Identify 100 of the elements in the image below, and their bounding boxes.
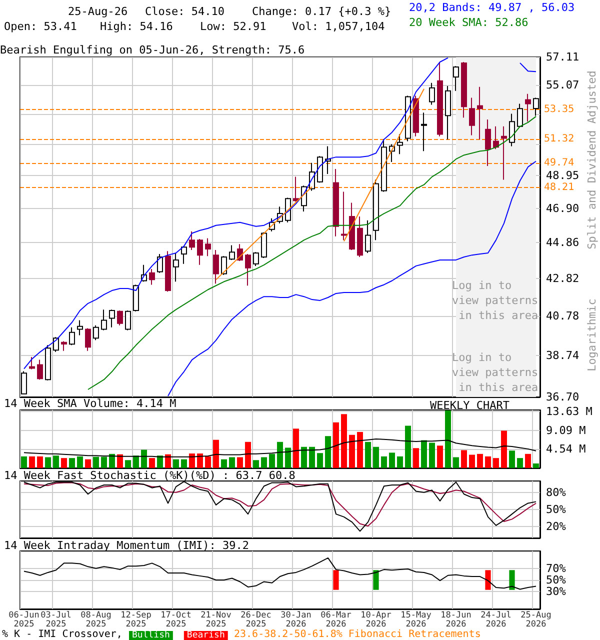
- candlestick: [453, 66, 459, 92]
- bar: [341, 414, 347, 468]
- candlestick: [149, 268, 155, 286]
- candlestick: [469, 97, 475, 136]
- text: Vol: 1,057,104: [292, 20, 386, 33]
- bar: [133, 456, 139, 468]
- bar: [365, 442, 371, 468]
- candlestick: [261, 232, 267, 259]
- candlestick: [293, 176, 299, 202]
- bar: [117, 454, 123, 468]
- candlestick: [349, 202, 355, 251]
- x-tick-label: 26-Dec 2025: [240, 610, 272, 630]
- y-tick-label: 55.07: [546, 78, 580, 92]
- bar: [325, 436, 331, 468]
- x-tick-label: 10-Apr 2026: [360, 610, 392, 630]
- bar: [61, 458, 67, 468]
- text: High: 54.16: [100, 20, 173, 33]
- text: Bullish: [132, 630, 170, 640]
- y-tick-label: 57.11: [546, 50, 580, 64]
- bar: [429, 442, 435, 468]
- bar: [149, 458, 155, 468]
- bar: [517, 458, 523, 468]
- text: Open: 53.41: [4, 20, 77, 33]
- bar: [69, 458, 75, 468]
- candlestick: [445, 85, 451, 140]
- candlestick: [437, 62, 443, 137]
- bar: [421, 440, 427, 468]
- bar: [109, 454, 115, 468]
- candlestick: [493, 126, 499, 150]
- bar: [277, 442, 283, 468]
- y-tick-label: 46.90: [546, 202, 580, 215]
- chart-title: 14 Week SMA Volume: 4.14 M: [4, 397, 177, 410]
- candlestick: [341, 191, 347, 241]
- bar: [301, 446, 307, 468]
- bar: [101, 456, 107, 468]
- candlestick: [317, 156, 323, 184]
- bar: [445, 410, 451, 468]
- bar: [221, 459, 227, 468]
- text: % K - IMI Crossover,: [2, 629, 122, 640]
- x-tick-label: 18-Jun 2026: [440, 610, 472, 630]
- x-tick-label: 17-Oct 2025: [160, 610, 192, 630]
- bar: [349, 434, 355, 468]
- text: 20 Week SMA: 52.86: [409, 16, 528, 29]
- candlestick: [213, 250, 219, 284]
- bar: [285, 448, 291, 468]
- text: Logarithmic: [586, 298, 598, 372]
- candlestick: [381, 138, 387, 192]
- ref-line-label: 48.21: [544, 182, 574, 193]
- candlestick: [413, 95, 419, 137]
- bar: [181, 459, 187, 468]
- y-tick-label: 13.63 M: [546, 405, 593, 418]
- candlestick: [373, 179, 379, 241]
- candlestick: [229, 244, 235, 260]
- bar: [501, 430, 507, 468]
- bar: [413, 448, 419, 468]
- annotation: WEEKLY CHART: [430, 399, 510, 412]
- x-tick-label: 15-May 2026: [400, 610, 432, 630]
- x-tick-label: 08-Aug 2025: [80, 610, 112, 630]
- candlestick: [509, 113, 515, 147]
- candlestick: [173, 252, 179, 282]
- bar: [37, 456, 43, 468]
- x-tick-label: 21-Nov 2025: [200, 610, 232, 630]
- candlestick: [477, 86, 483, 140]
- text: 20,2 Bands: 49.87 , 56.03: [409, 1, 575, 14]
- candlestick: [517, 103, 523, 128]
- candlestick: [501, 126, 507, 180]
- line-series: [88, 116, 536, 390]
- candlestick: [461, 62, 467, 118]
- candlestick: [29, 356, 35, 370]
- y-tick-label: 4.54 M: [546, 442, 586, 456]
- bar: [229, 457, 235, 468]
- bar: [245, 442, 251, 468]
- candlestick: [109, 309, 115, 328]
- chart-title: 14 Week Intraday Momentum (IMI): 39.2: [4, 539, 250, 552]
- annotation: Log in to view patterns in this area: [452, 351, 538, 394]
- candlestick: [117, 310, 123, 326]
- chart-title: 14 Week Fast Stochastic (%K)(%D) : 63.7 60.8: [4, 469, 296, 482]
- candlestick: [101, 309, 107, 331]
- candlestick: [421, 112, 427, 152]
- candlestick: [365, 220, 371, 254]
- bar: [45, 457, 51, 468]
- y-tick-label: 50%: [546, 574, 566, 586]
- candlestick: [85, 328, 91, 352]
- candlestick: [197, 238, 203, 266]
- candlestick: [93, 324, 99, 341]
- x-tick-label: 06-Mar 2026: [320, 610, 352, 630]
- bar: [461, 450, 467, 468]
- line-series: [168, 160, 536, 396]
- bar: [93, 456, 99, 468]
- bar: [197, 454, 203, 468]
- candlestick: [525, 93, 531, 122]
- x-tick-label: 12-Sep 2025: [120, 610, 152, 630]
- bar: [213, 440, 219, 468]
- bar: [469, 454, 475, 468]
- bar: [333, 422, 339, 468]
- y-tick-label: 9.09 M: [546, 424, 586, 437]
- ref-line-label: 53.35: [544, 104, 574, 115]
- bar: [357, 432, 363, 468]
- text: Change: 0.17 {+0.3 %}: [252, 5, 392, 18]
- x-tick-label: 30-Jan 2026: [280, 610, 312, 630]
